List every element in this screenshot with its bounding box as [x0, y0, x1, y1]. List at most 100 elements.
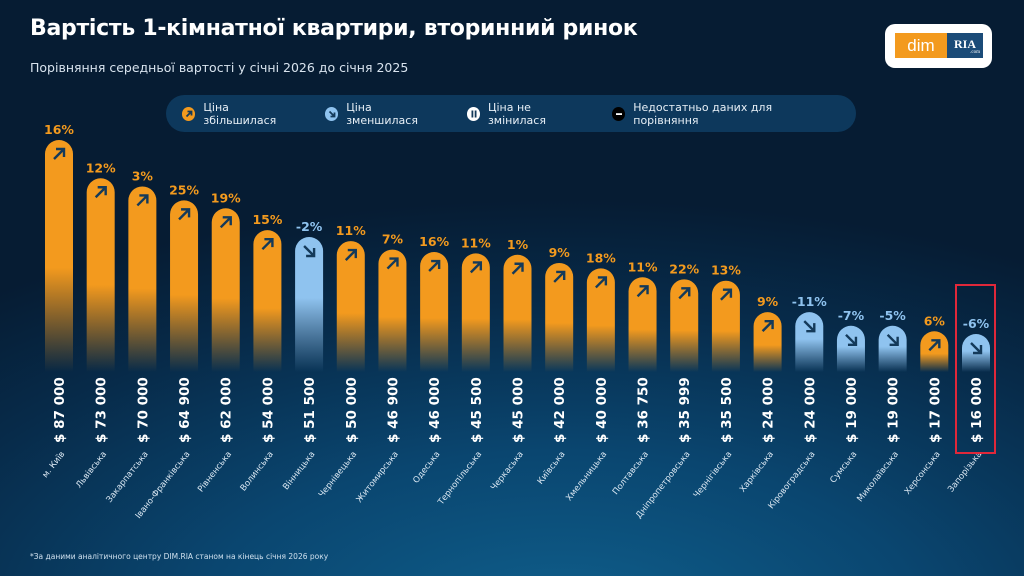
legend-label: Недостатньо даних для порівняння [633, 100, 773, 127]
category-label: Закарпатська [105, 450, 151, 505]
highlight-box-zaporizka [955, 284, 996, 454]
bar [836, 325, 865, 372]
arrow-down-right-icon [845, 333, 858, 347]
price-label: $ 50 000 [344, 377, 360, 443]
arrow-up-right-icon [344, 248, 357, 261]
change-label: -11% [792, 294, 828, 309]
bar-group: -2% $ 51 500 Вінницька [281, 219, 324, 492]
bar-group: 15% $ 54 000 Волинська [239, 212, 283, 493]
change-label: 9% [757, 294, 779, 309]
price-label: $ 24 000 [802, 377, 818, 443]
change-label: 11% [461, 235, 491, 250]
price-label: $ 35 999 [677, 377, 693, 443]
price-label: $ 46 000 [427, 377, 443, 443]
bar-group: 9% $ 24 000 Харківська [738, 294, 782, 494]
change-label: 16% [419, 234, 449, 249]
change-label: 19% [211, 190, 241, 205]
arrow-up-right-icon [595, 276, 608, 289]
arrow-up-right-icon [261, 237, 274, 251]
change-label: 15% [252, 212, 282, 227]
change-label: 11% [336, 223, 366, 238]
category-label: Житомирська [355, 450, 401, 505]
arrow-up-right-icon [720, 288, 733, 301]
arrow-down-right-icon [324, 106, 339, 121]
arrow-up-right-icon [511, 262, 524, 275]
legend-item-increase: Ціна збільшилася [182, 101, 301, 127]
price-label: $ 35 500 [719, 377, 735, 443]
category-label: м. Київ [41, 450, 68, 480]
arrow-up-right-icon [386, 257, 399, 270]
price-label: $ 24 000 [761, 377, 777, 443]
category-label: Київська [536, 450, 568, 487]
arrow-up-right-icon [136, 194, 149, 207]
bar [295, 237, 324, 372]
change-label: 25% [169, 182, 199, 197]
logo-ria-sub: .com [970, 50, 980, 55]
bar [545, 262, 574, 372]
arrow-up-right-icon [553, 270, 566, 283]
change-label: 3% [132, 168, 154, 183]
price-label: $ 36 750 [636, 377, 652, 443]
bar [45, 140, 73, 372]
category-label: Чернівецька [317, 450, 359, 500]
change-label: -7% [838, 308, 865, 323]
bar-group: 1% $ 45 000 Черкаська [489, 237, 532, 493]
chart-legend: Ціна збільшилася Ціна зменшилася Ціна не… [166, 95, 856, 132]
change-label: -2% [296, 219, 323, 234]
bar [128, 186, 157, 372]
arrow-up-right-icon [182, 106, 196, 121]
bar [795, 312, 824, 372]
price-label: $ 17 000 [927, 377, 943, 443]
category-label: Тернопільська [436, 450, 484, 508]
bar-group: 6% $ 17 000 Херсонська [903, 313, 949, 497]
bar-group: 16% $ 87 000 м. Київ [41, 122, 75, 480]
category-label: Херсонська [903, 450, 943, 497]
change-label: 13% [711, 263, 741, 278]
bar-group: 13% $ 35 500 Чернігівська [692, 263, 742, 500]
category-label: Черкаська [489, 450, 526, 493]
price-label: $ 62 000 [219, 377, 235, 443]
category-label: Волинська [239, 450, 276, 494]
category-label: Сумська [828, 450, 859, 486]
price-label: $ 46 900 [385, 377, 401, 443]
arrow-up-right-icon [428, 259, 441, 272]
bar [461, 253, 490, 372]
logo-dim-text: dim [895, 33, 947, 58]
legend-item-decrease: Ціна зменшилася [324, 101, 443, 127]
bar-group: 19% $ 62 000 Рівненська [196, 190, 241, 494]
category-label: Миколаївська [855, 450, 901, 504]
logo-ria-label: RIA [953, 37, 976, 51]
change-label: 1% [507, 237, 529, 252]
category-label: Кіровоградська [767, 450, 818, 511]
change-label: 7% [382, 232, 404, 247]
change-label: -5% [879, 308, 906, 323]
category-label: Чернігівська [692, 450, 735, 500]
change-label: 6% [924, 313, 946, 328]
category-label: Львівська [74, 450, 109, 491]
arrow-up-right-icon [636, 285, 649, 298]
logo-ria-text: RIA .com [947, 33, 983, 58]
change-label: 18% [586, 250, 616, 265]
bar [420, 252, 449, 372]
bar-group: 16% $ 46 000 Одеська [411, 234, 449, 486]
bar [670, 279, 699, 372]
price-label: $ 40 000 [594, 377, 610, 443]
price-label: $ 87 000 [52, 377, 68, 443]
change-label: -6% [963, 316, 990, 331]
price-label: $ 70 000 [135, 377, 151, 443]
price-label: $ 54 000 [260, 377, 276, 443]
legend-item-unchanged: Ціна не змінилася [466, 101, 588, 127]
dimria-logo[interactable]: dim RIA .com [885, 24, 992, 68]
bar-group: 7% $ 46 900 Житомирська [355, 232, 407, 505]
bar [211, 208, 240, 372]
price-label: $ 19 000 [886, 377, 902, 443]
arrow-down-right-icon [803, 320, 816, 333]
arrow-up-right-icon [469, 261, 483, 274]
minus-icon [611, 106, 626, 121]
arrow-up-right-icon [219, 216, 232, 229]
arrow-up-right-icon [928, 339, 941, 352]
price-label: $ 64 900 [177, 377, 193, 443]
chart-subtitle: Порівняння середньої вартості у січні 20… [30, 60, 409, 75]
category-label: Одеська [411, 450, 442, 486]
price-label: $ 45 500 [469, 377, 485, 443]
